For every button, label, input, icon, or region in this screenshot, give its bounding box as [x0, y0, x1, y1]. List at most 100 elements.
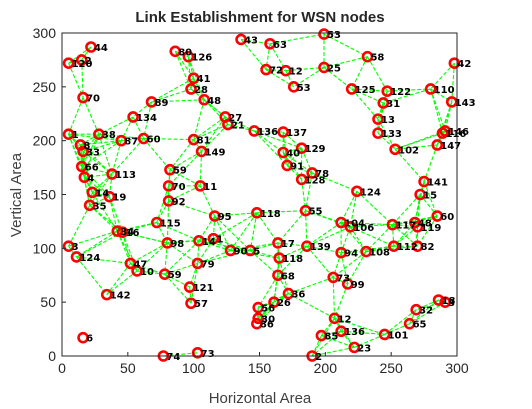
link-line: [201, 124, 229, 152]
node-label: 72: [269, 66, 283, 77]
link-line: [323, 56, 368, 68]
node-label: 118: [260, 209, 281, 220]
node-marker: [301, 240, 313, 252]
node-label: 3: [72, 242, 79, 253]
node-marker: [162, 195, 175, 207]
link-line: [311, 318, 336, 357]
node-label: 120: [72, 59, 93, 70]
node-marker: [381, 85, 394, 97]
node-marker: [295, 142, 308, 155]
node-label: 125: [355, 85, 376, 96]
node-marker: [151, 216, 163, 229]
node-marker: [372, 113, 384, 125]
link-line: [350, 226, 395, 247]
link-line: [122, 231, 138, 272]
y-tick-label: 300: [33, 25, 57, 41]
link-line: [341, 245, 394, 254]
node-label: 10: [140, 267, 154, 278]
link-line: [81, 59, 84, 98]
node-marker: [62, 240, 75, 252]
link-line: [409, 309, 417, 324]
node-marker: [431, 210, 444, 222]
node-label: 95: [218, 212, 232, 223]
node-marker: [187, 133, 200, 146]
node-marker: [287, 81, 300, 93]
link-line: [198, 240, 251, 252]
node-label: 119: [421, 223, 442, 234]
node-label: 34: [120, 227, 134, 238]
node-label: 53: [327, 30, 341, 41]
link-line: [164, 273, 192, 304]
node-label: 16: [126, 228, 140, 239]
node-label: 73: [336, 273, 350, 284]
node-label: 87: [124, 137, 138, 148]
link-line: [273, 275, 279, 303]
node-label: 59: [173, 166, 187, 177]
node-marker: [345, 83, 358, 95]
node-label: 65: [413, 320, 427, 331]
y-tick-label: 150: [33, 187, 57, 203]
link-line: [91, 173, 113, 193]
link-line: [68, 245, 77, 258]
link-line: [256, 301, 275, 325]
link-line: [92, 191, 110, 198]
link-line: [98, 134, 113, 175]
node-marker: [432, 294, 445, 306]
node-marker: [344, 221, 357, 233]
node-label: 28: [194, 85, 208, 96]
node-label: 56: [261, 304, 275, 315]
link-line: [423, 144, 438, 182]
node-label: 104: [344, 218, 365, 229]
node-marker: [194, 180, 207, 192]
link-line: [130, 242, 168, 264]
node-label: 59: [168, 270, 182, 281]
node-label: 19: [112, 193, 126, 204]
link-line: [164, 240, 200, 275]
link-line: [277, 210, 307, 244]
node-marker: [299, 204, 312, 217]
link-line: [366, 56, 388, 92]
node-marker: [410, 303, 422, 316]
link-line: [151, 99, 205, 103]
node-marker: [145, 96, 158, 108]
node-marker: [273, 252, 286, 264]
link-line: [419, 194, 438, 217]
node-marker: [306, 167, 318, 179]
node-label: 38: [102, 130, 116, 141]
node-marker: [77, 331, 89, 344]
node-label: 63: [273, 40, 287, 51]
node-label: 48: [207, 96, 221, 107]
node-label: 2: [315, 352, 322, 363]
node-label: 136: [344, 327, 365, 338]
link-line: [383, 88, 431, 104]
node-marker: [252, 312, 264, 325]
node-marker: [103, 190, 116, 203]
link-line: [394, 132, 443, 150]
node-label: 102: [398, 145, 419, 156]
link-line: [187, 56, 205, 100]
node-label: 74: [166, 352, 180, 363]
node-label: 78: [315, 169, 329, 180]
link-line: [351, 88, 379, 120]
link-line: [193, 116, 226, 141]
link-line: [190, 263, 199, 304]
node-label: 101: [388, 330, 409, 341]
node-marker: [315, 329, 328, 342]
link-line: [198, 238, 214, 242]
link-line: [106, 270, 138, 296]
link-line: [306, 226, 351, 247]
x-tick-label: 200: [314, 360, 338, 376]
node-marker: [185, 297, 197, 310]
node-label: 112: [397, 242, 418, 253]
node-label: 27: [228, 113, 242, 124]
node-marker: [70, 251, 83, 263]
link-line: [423, 181, 438, 217]
node-label: 147: [440, 141, 461, 152]
link-line: [283, 147, 302, 154]
node-marker: [327, 271, 340, 284]
node-label: 91: [290, 161, 304, 172]
link-line: [168, 151, 202, 187]
y-tick-label: 50: [40, 294, 56, 310]
link-line: [193, 139, 203, 152]
y-tick-label: 100: [33, 240, 57, 256]
